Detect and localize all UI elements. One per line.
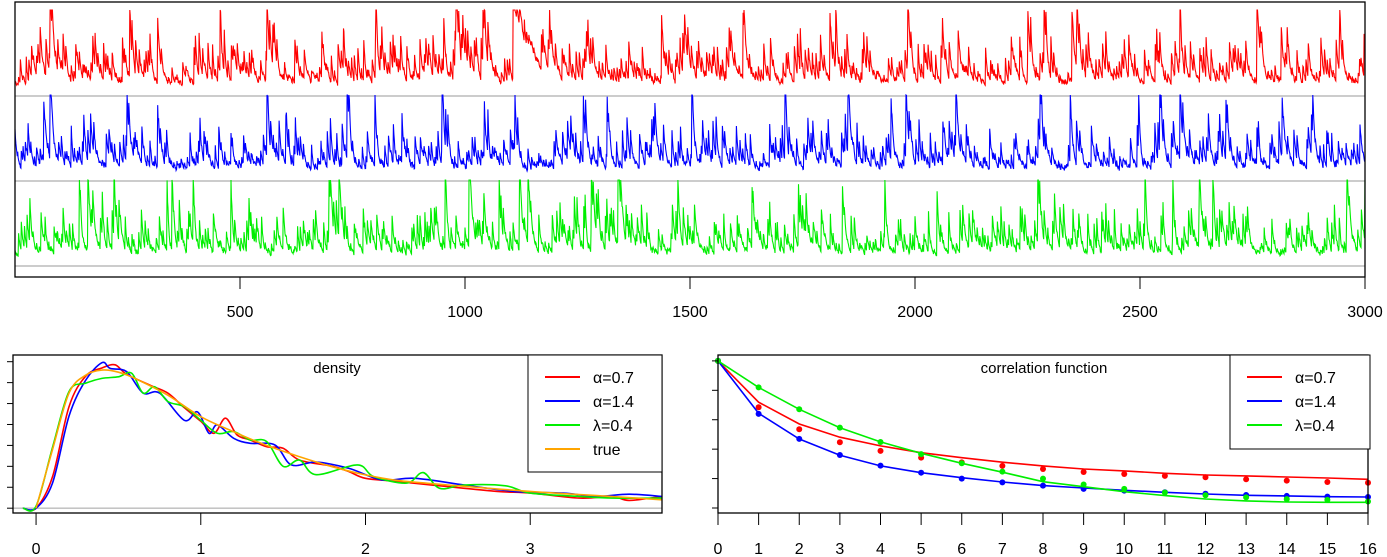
correlation-point — [836, 424, 843, 431]
correlation-point — [1080, 468, 1087, 475]
correlation-line-2 — [717, 360, 1368, 504]
correlation-point — [1161, 472, 1168, 479]
correlation-point — [1121, 485, 1128, 492]
x-tick-label: 9 — [1079, 541, 1088, 557]
correlation-point — [796, 426, 803, 433]
x-tick-label: 2500 — [1122, 304, 1158, 321]
legend-label: true — [593, 442, 621, 459]
density-line-0 — [22, 363, 663, 512]
correlation-point — [1202, 474, 1209, 481]
x-tick-label: 0 — [714, 541, 723, 557]
x-tick-label: 2 — [361, 541, 370, 557]
correlation-point — [999, 468, 1006, 475]
correlation-point — [836, 452, 843, 459]
correlation-point — [918, 451, 925, 458]
x-tick-label: 16 — [1359, 541, 1377, 557]
x-tick-label: 7 — [998, 541, 1007, 557]
correlation-point — [958, 460, 965, 467]
correlation-point — [836, 439, 843, 446]
density-line-2 — [22, 371, 663, 512]
legend-label: α=0.7 — [593, 370, 634, 387]
x-tick-label: 1 — [196, 541, 205, 557]
correlation-point — [755, 404, 762, 411]
x-tick-label: 2 — [795, 541, 804, 557]
x-tick-label: 6 — [957, 541, 966, 557]
x-tick-label: 12 — [1197, 541, 1215, 557]
x-tick-label: 0 — [32, 541, 41, 557]
correlation-plot: correlation function 0 1 2 3 4 5 6 7 8 9 10 11 12 13 1… — [712, 354, 1377, 557]
x-tick-label: 3000 — [1347, 304, 1383, 321]
correlation-point — [877, 462, 884, 469]
correlation-point — [1040, 475, 1046, 482]
correlation-point — [877, 447, 884, 454]
correlation-title: correlation function — [981, 360, 1108, 377]
legend-label: α=1.4 — [593, 394, 634, 411]
legend-label: λ=0.4 — [593, 418, 633, 435]
correlation-point — [796, 406, 803, 413]
legend-label: α=1.4 — [1295, 394, 1336, 411]
legend-box — [527, 354, 663, 473]
x-tick-label: 14 — [1278, 541, 1296, 557]
x-tick-label: 1000 — [447, 304, 483, 321]
x-tick-label: 15 — [1318, 541, 1336, 557]
correlation-point — [1324, 496, 1331, 503]
correlation-point — [999, 462, 1006, 469]
correlation-point — [1040, 466, 1046, 473]
correlation-point — [796, 435, 803, 442]
x-tick-label: 3 — [526, 541, 535, 557]
x-tick-label: 10 — [1115, 541, 1133, 557]
correlation-point — [918, 469, 925, 476]
x-tick-label: 5 — [917, 541, 926, 557]
density-line-3 — [35, 369, 663, 509]
x-tick-label: 2000 — [897, 304, 933, 321]
correlation-point — [1324, 478, 1331, 485]
density-plot: density 0 1 2 3 α=0.7 α=1.4 λ=0.4 true — [7, 354, 663, 557]
correlation-point — [1283, 496, 1290, 503]
correlation-point — [1202, 492, 1209, 499]
correlation-point — [1040, 482, 1046, 489]
x-tick-label: 8 — [1039, 541, 1048, 557]
legend-label: α=0.7 — [1295, 370, 1336, 387]
x-tick-label: 4 — [876, 541, 885, 557]
series-2-line — [14, 179, 1366, 257]
x-tick-label: 1500 — [672, 304, 708, 321]
x-tick-label: 1 — [754, 541, 763, 557]
correlation-point — [877, 438, 884, 445]
x-tick-label: 3 — [835, 541, 844, 557]
correlation-point — [1243, 494, 1250, 501]
x-tick-label: 500 — [227, 304, 254, 321]
correlation-point — [755, 410, 762, 417]
time-series-plot: 500 1000 1500 2000 2500 3000 — [14, 1, 1383, 321]
correlation-point — [958, 475, 965, 482]
correlation-point — [999, 479, 1006, 486]
correlation-point — [1121, 471, 1128, 478]
correlation-line-0 — [717, 360, 1369, 481]
correlation-point — [1080, 481, 1087, 488]
correlation-point — [755, 384, 762, 391]
correlation-point — [1243, 476, 1250, 483]
legend-label: λ=0.4 — [1295, 418, 1335, 435]
correlation-point — [1283, 477, 1290, 484]
x-tick-label: 11 — [1157, 541, 1174, 557]
series-1-line — [14, 93, 1366, 173]
series-0-line — [14, 8, 1366, 87]
correlation-point — [1161, 489, 1168, 496]
density-title: density — [313, 360, 361, 377]
x-tick-label: 13 — [1237, 541, 1255, 557]
